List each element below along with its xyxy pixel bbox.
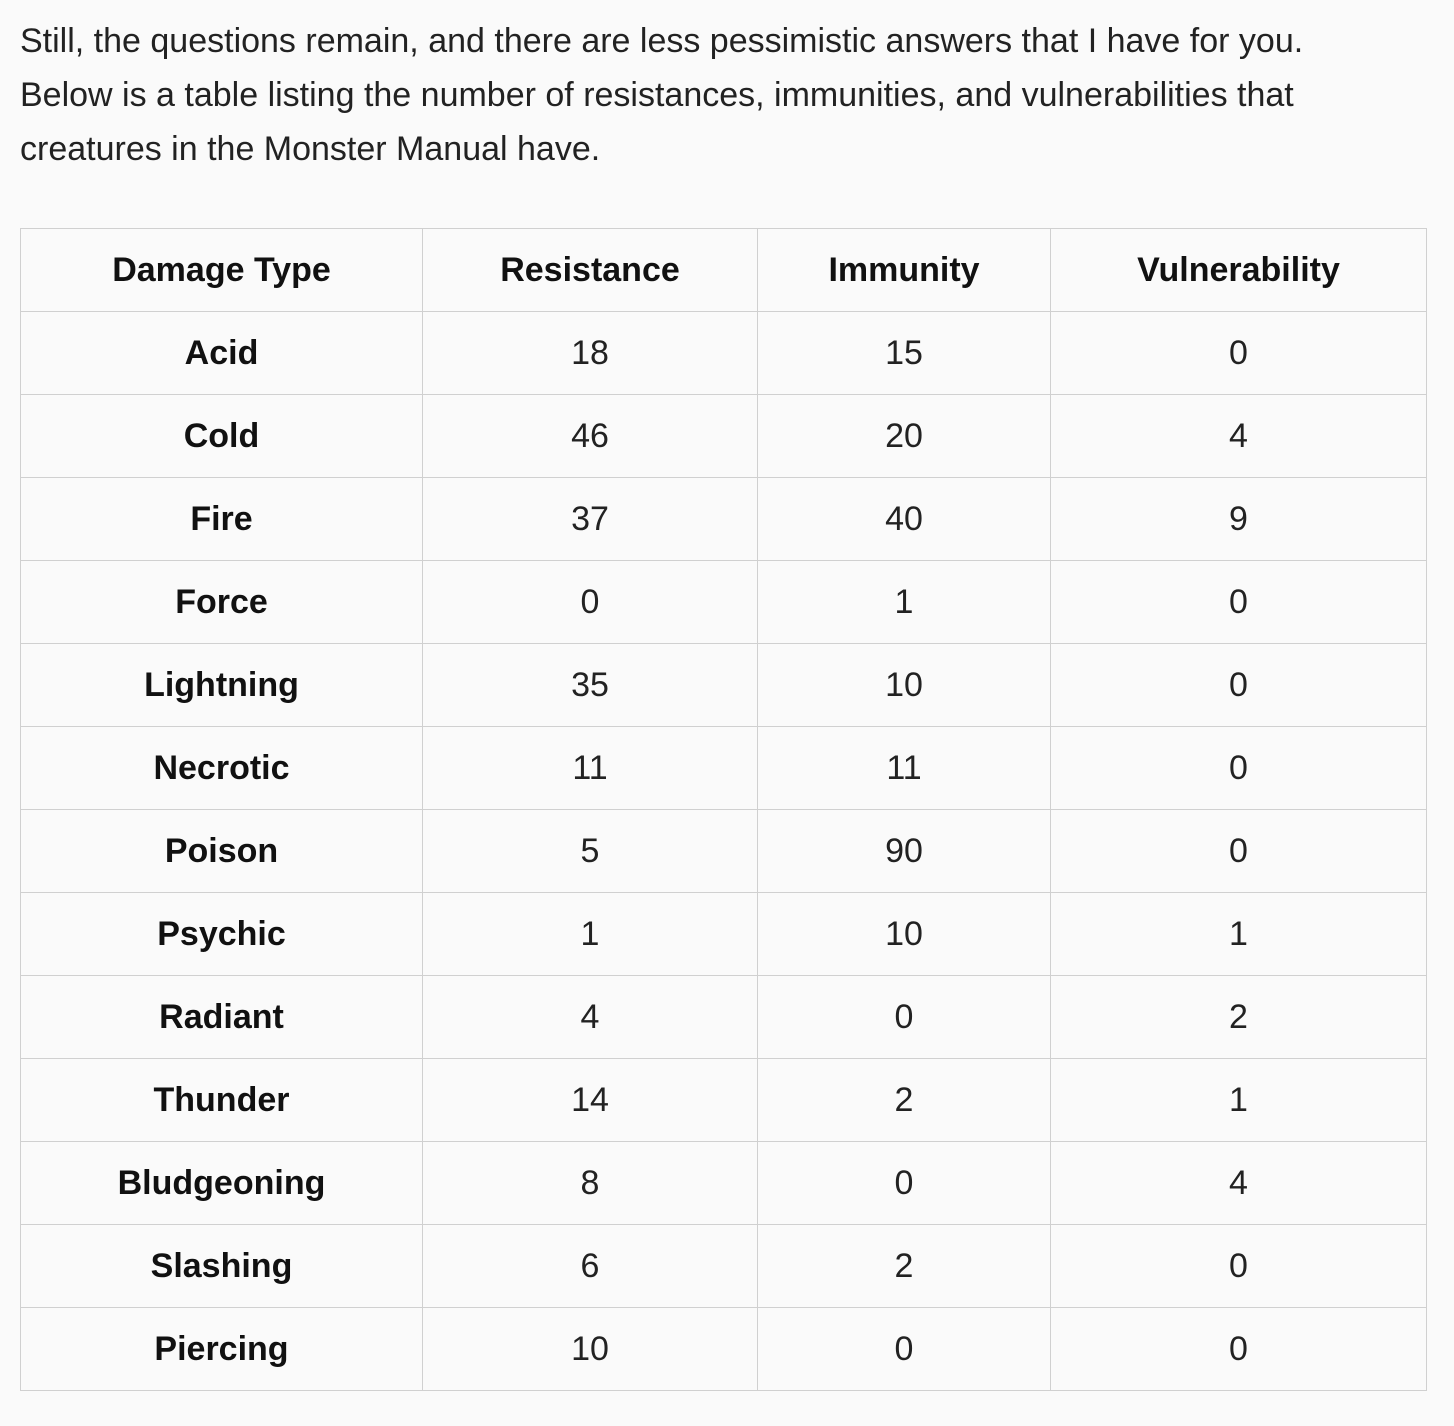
vulnerability-cell: 0 — [1050, 1307, 1427, 1391]
immunity-cell: 10 — [757, 643, 1051, 727]
table-row: Psychic 1 10 1 — [20, 892, 1427, 976]
resistance-cell: 14 — [422, 1058, 758, 1142]
immunity-cell: 2 — [757, 1058, 1051, 1142]
immunity-cell: 15 — [757, 311, 1051, 395]
immunity-cell: 0 — [757, 975, 1051, 1059]
damage-type-cell: Psychic — [20, 892, 423, 976]
vulnerability-cell: 9 — [1050, 477, 1427, 561]
damage-type-cell: Slashing — [20, 1224, 423, 1308]
vulnerability-cell: 4 — [1050, 394, 1427, 478]
header-immunity: Immunity — [757, 228, 1051, 312]
immunity-cell: 10 — [757, 892, 1051, 976]
damage-type-cell: Lightning — [20, 643, 423, 727]
immunity-cell: 11 — [757, 726, 1051, 810]
table-row: Poison 5 90 0 — [20, 809, 1427, 893]
immunity-cell: 40 — [757, 477, 1051, 561]
immunity-cell: 0 — [757, 1307, 1051, 1391]
resistance-cell: 35 — [422, 643, 758, 727]
intro-line: Below is a table listing the number of r… — [20, 76, 1294, 114]
resistance-cell: 10 — [422, 1307, 758, 1391]
table-row: Necrotic 11 11 0 — [20, 726, 1427, 810]
damage-type-cell: Force — [20, 560, 423, 644]
table-row: Piercing 10 0 0 — [20, 1307, 1427, 1391]
resistance-cell: 4 — [422, 975, 758, 1059]
vulnerability-cell: 0 — [1050, 560, 1427, 644]
header-damage-type: Damage Type — [20, 228, 423, 312]
vulnerability-cell: 0 — [1050, 726, 1427, 810]
immunity-cell: 20 — [757, 394, 1051, 478]
vulnerability-cell: 0 — [1050, 311, 1427, 395]
resistance-cell: 8 — [422, 1141, 758, 1225]
damage-type-table: Damage Type Resistance Immunity Vulnerab… — [20, 228, 1427, 1391]
table-row: Slashing 6 2 0 — [20, 1224, 1427, 1308]
resistance-cell: 6 — [422, 1224, 758, 1308]
table-row: Thunder 14 2 1 — [20, 1058, 1427, 1142]
table-row: Radiant 4 0 2 — [20, 975, 1427, 1059]
vulnerability-cell: 2 — [1050, 975, 1427, 1059]
resistance-cell: 0 — [422, 560, 758, 644]
resistance-cell: 37 — [422, 477, 758, 561]
damage-type-cell: Bludgeoning — [20, 1141, 423, 1225]
vulnerability-cell: 0 — [1050, 643, 1427, 727]
resistance-cell: 11 — [422, 726, 758, 810]
header-resistance: Resistance — [422, 228, 758, 312]
vulnerability-cell: 1 — [1050, 892, 1427, 976]
table-row: Lightning 35 10 0 — [20, 643, 1427, 727]
vulnerability-cell: 0 — [1050, 1224, 1427, 1308]
table-row: Bludgeoning 8 0 4 — [20, 1141, 1427, 1225]
immunity-cell: 1 — [757, 560, 1051, 644]
table-header-row: Damage Type Resistance Immunity Vulnerab… — [20, 228, 1427, 312]
vulnerability-cell: 4 — [1050, 1141, 1427, 1225]
table-row: Cold 46 20 4 — [20, 394, 1427, 478]
resistance-cell: 5 — [422, 809, 758, 893]
damage-type-cell: Fire — [20, 477, 423, 561]
damage-type-cell: Radiant — [20, 975, 423, 1059]
resistance-cell: 18 — [422, 311, 758, 395]
table-row: Acid 18 15 0 — [20, 311, 1427, 395]
intro-line: creatures in the Monster Manual have. — [20, 130, 601, 168]
table-row: Fire 37 40 9 — [20, 477, 1427, 561]
vulnerability-cell: 1 — [1050, 1058, 1427, 1142]
table-row: Force 0 1 0 — [20, 560, 1427, 644]
vulnerability-cell: 0 — [1050, 809, 1427, 893]
immunity-cell: 2 — [757, 1224, 1051, 1308]
resistance-cell: 1 — [422, 892, 758, 976]
intro-line: Still, the questions remain, and there a… — [20, 22, 1304, 60]
damage-type-cell: Poison — [20, 809, 423, 893]
header-vulnerability: Vulnerability — [1050, 228, 1427, 312]
immunity-cell: 0 — [757, 1141, 1051, 1225]
damage-type-cell: Cold — [20, 394, 423, 478]
damage-type-cell: Acid — [20, 311, 423, 395]
damage-type-cell: Piercing — [20, 1307, 423, 1391]
damage-type-cell: Thunder — [20, 1058, 423, 1142]
immunity-cell: 90 — [757, 809, 1051, 893]
resistance-cell: 46 — [422, 394, 758, 478]
damage-type-cell: Necrotic — [20, 726, 423, 810]
intro-paragraph: Still, the questions remain, and there a… — [20, 14, 1440, 176]
